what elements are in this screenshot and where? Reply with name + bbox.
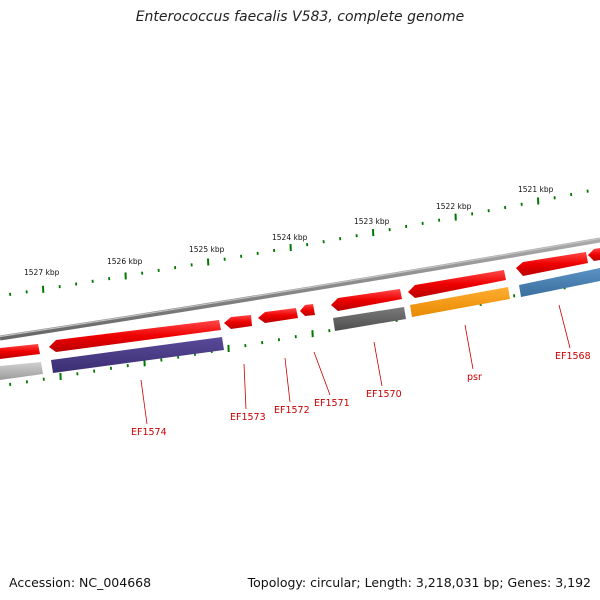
leader-line-ef1574 xyxy=(140,379,148,425)
forward-gene-arrow xyxy=(408,270,506,298)
map-title: Enterococcus faecalis V583, complete gen… xyxy=(135,9,465,25)
leader-line-ef1572 xyxy=(284,357,291,403)
leader-line-ef1570 xyxy=(373,341,383,387)
forward-gene-arrow xyxy=(49,320,221,352)
leader-line-psr xyxy=(464,324,474,370)
outer-scale-ticks xyxy=(9,189,589,296)
leader-line-ef1573 xyxy=(243,363,247,410)
gene-label-ef1572: EF1572 xyxy=(274,405,310,416)
gene-label-ef1573: EF1573 xyxy=(230,412,266,423)
scale-label-1525kbp: 1525 kbp xyxy=(189,245,225,254)
reverse-gene-bar-ef1574 xyxy=(51,337,224,373)
scale-label-1527kbp: 1527 kbp xyxy=(24,268,60,277)
genome-backbone-highlight xyxy=(0,237,600,338)
gene-label-psr: psr xyxy=(467,372,482,383)
forward-gene-arrow xyxy=(258,308,298,323)
scale-label-1526kbp: 1526 kbp xyxy=(107,257,143,266)
reverse-genes xyxy=(0,268,600,380)
accession-text: Accession: NC_004668 xyxy=(9,575,152,590)
gene-label-ef1568: EF1568 xyxy=(555,351,591,362)
reverse-gene-bar-light xyxy=(0,362,43,380)
forward-genes xyxy=(0,248,600,359)
forward-gene-arrow xyxy=(516,252,588,276)
scale-label-1523kbp: 1523 kbp xyxy=(354,217,390,226)
reverse-gene-bar-psr xyxy=(410,287,510,317)
forward-gene-arrow xyxy=(224,315,252,329)
gene-label-ef1571: EF1571 xyxy=(314,398,350,409)
forward-gene-arrow xyxy=(588,248,600,261)
leader-line-ef1568 xyxy=(558,304,571,349)
topology-text: Topology: circular; Length: 3,218,031 bp… xyxy=(247,575,591,590)
forward-gene-arrow xyxy=(300,304,315,316)
forward-gene-arrow xyxy=(331,289,402,311)
gene-label-ef1574: EF1574 xyxy=(131,427,167,438)
scale-label-1521kbp: 1521 kbp xyxy=(518,185,554,194)
gene-label-ef1570: EF1570 xyxy=(366,389,402,400)
gene-leader-lines xyxy=(140,304,571,425)
forward-gene-arrow xyxy=(0,344,40,359)
reverse-gene-bar-ef1568 xyxy=(519,268,600,297)
scale-label-1522kbp: 1522 kbp xyxy=(436,202,472,211)
leader-line-ef1571 xyxy=(313,351,331,396)
scale-label-1524kbp: 1524 kbp xyxy=(272,233,308,242)
genome-backbone xyxy=(0,237,600,341)
reverse-gene-bar-ef1570 xyxy=(333,307,406,331)
